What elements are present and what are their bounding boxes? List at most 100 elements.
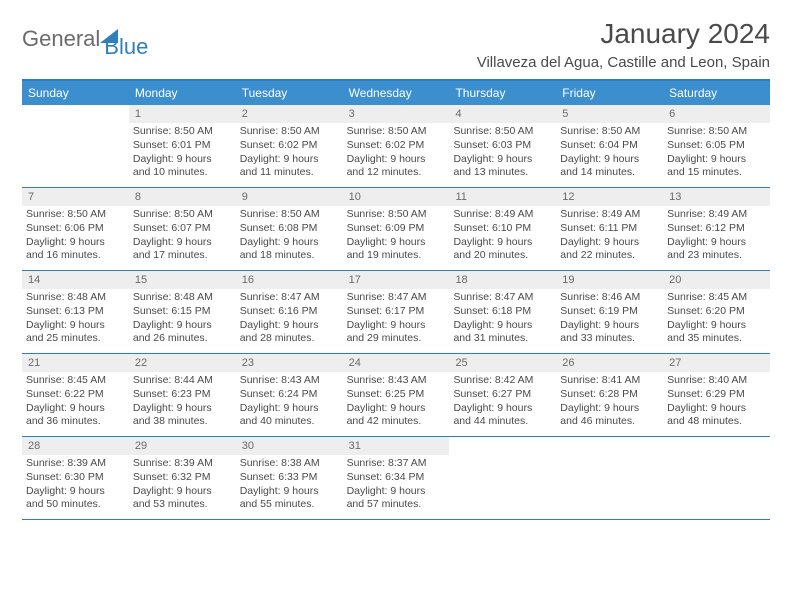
sunset-text: Sunset: 6:32 PM xyxy=(133,471,232,485)
day-cell: 26Sunrise: 8:41 AMSunset: 6:28 PMDayligh… xyxy=(556,354,663,436)
sunrise-text: Sunrise: 8:50 AM xyxy=(453,125,552,139)
day-cell: 1Sunrise: 8:50 AMSunset: 6:01 PMDaylight… xyxy=(129,105,236,187)
day-number: 24 xyxy=(343,354,450,372)
sunrise-text: Sunrise: 8:49 AM xyxy=(560,208,659,222)
daylight-text: Daylight: 9 hours and 29 minutes. xyxy=(347,319,446,346)
day-content: Sunrise: 8:50 AMSunset: 6:02 PMDaylight:… xyxy=(343,123,450,184)
day-content: Sunrise: 8:45 AMSunset: 6:20 PMDaylight:… xyxy=(663,289,770,350)
day-content: Sunrise: 8:50 AMSunset: 6:05 PMDaylight:… xyxy=(663,123,770,184)
sunrise-text: Sunrise: 8:46 AM xyxy=(560,291,659,305)
daylight-text: Daylight: 9 hours and 55 minutes. xyxy=(240,485,339,512)
sunset-text: Sunset: 6:29 PM xyxy=(667,388,766,402)
weekday-header: Monday xyxy=(129,81,236,105)
day-content: Sunrise: 8:37 AMSunset: 6:34 PMDaylight:… xyxy=(343,455,450,516)
sunrise-text: Sunrise: 8:39 AM xyxy=(133,457,232,471)
daylight-text: Daylight: 9 hours and 35 minutes. xyxy=(667,319,766,346)
day-content: Sunrise: 8:38 AMSunset: 6:33 PMDaylight:… xyxy=(236,455,343,516)
day-number: 18 xyxy=(449,271,556,289)
day-cell: 6Sunrise: 8:50 AMSunset: 6:05 PMDaylight… xyxy=(663,105,770,187)
sunset-text: Sunset: 6:02 PM xyxy=(347,139,446,153)
sunset-text: Sunset: 6:22 PM xyxy=(26,388,125,402)
daylight-text: Daylight: 9 hours and 25 minutes. xyxy=(26,319,125,346)
day-number: 13 xyxy=(663,188,770,206)
sunrise-text: Sunrise: 8:50 AM xyxy=(133,125,232,139)
sunset-text: Sunset: 6:30 PM xyxy=(26,471,125,485)
daylight-text: Daylight: 9 hours and 53 minutes. xyxy=(133,485,232,512)
sunrise-text: Sunrise: 8:49 AM xyxy=(453,208,552,222)
sunset-text: Sunset: 6:18 PM xyxy=(453,305,552,319)
daylight-text: Daylight: 9 hours and 57 minutes. xyxy=(347,485,446,512)
daylight-text: Daylight: 9 hours and 36 minutes. xyxy=(26,402,125,429)
day-cell: . xyxy=(22,105,129,187)
daylight-text: Daylight: 9 hours and 40 minutes. xyxy=(240,402,339,429)
daylight-text: Daylight: 9 hours and 18 minutes. xyxy=(240,236,339,263)
daylight-text: Daylight: 9 hours and 11 minutes. xyxy=(240,153,339,180)
sunset-text: Sunset: 6:02 PM xyxy=(240,139,339,153)
day-content: Sunrise: 8:47 AMSunset: 6:18 PMDaylight:… xyxy=(449,289,556,350)
daylight-text: Daylight: 9 hours and 48 minutes. xyxy=(667,402,766,429)
sunrise-text: Sunrise: 8:40 AM xyxy=(667,374,766,388)
daylight-text: Daylight: 9 hours and 14 minutes. xyxy=(560,153,659,180)
day-cell: 14Sunrise: 8:48 AMSunset: 6:13 PMDayligh… xyxy=(22,271,129,353)
day-number: 11 xyxy=(449,188,556,206)
daylight-text: Daylight: 9 hours and 33 minutes. xyxy=(560,319,659,346)
sunrise-text: Sunrise: 8:44 AM xyxy=(133,374,232,388)
day-content: Sunrise: 8:41 AMSunset: 6:28 PMDaylight:… xyxy=(556,372,663,433)
day-number: 10 xyxy=(343,188,450,206)
day-number: 29 xyxy=(129,437,236,455)
day-content: Sunrise: 8:44 AMSunset: 6:23 PMDaylight:… xyxy=(129,372,236,433)
sunset-text: Sunset: 6:33 PM xyxy=(240,471,339,485)
day-number: 20 xyxy=(663,271,770,289)
sunset-text: Sunset: 6:25 PM xyxy=(347,388,446,402)
day-cell: 29 Sunrise: 8:39 AMSunset: 6:32 PMDayligh… xyxy=(129,437,236,519)
sunrise-text: Sunrise: 8:37 AM xyxy=(347,457,446,471)
sunset-text: Sunset: 6:09 PM xyxy=(347,222,446,236)
day-number: 15 xyxy=(129,271,236,289)
location-text: Villaveza del Agua, Castille and Leon, S… xyxy=(477,54,770,71)
sunrise-text: Sunrise: 8:50 AM xyxy=(240,125,339,139)
daylight-text: Daylight: 9 hours and 28 minutes. xyxy=(240,319,339,346)
sunrise-text: Sunrise: 8:47 AM xyxy=(453,291,552,305)
daylight-text: Daylight: 9 hours and 42 minutes. xyxy=(347,402,446,429)
weekday-header: Friday xyxy=(556,81,663,105)
day-number: 17 xyxy=(343,271,450,289)
daylight-text: Daylight: 9 hours and 15 minutes. xyxy=(667,153,766,180)
sunrise-text: Sunrise: 8:50 AM xyxy=(133,208,232,222)
day-cell: 28Sunrise: 8:39 AMSunset: 6:30 PMDayligh… xyxy=(22,437,129,519)
day-content: Sunrise: 8:42 AMSunset: 6:27 PMDaylight:… xyxy=(449,372,556,433)
day-number: 26 xyxy=(556,354,663,372)
sunset-text: Sunset: 6:11 PM xyxy=(560,222,659,236)
day-content: Sunrise: 8:45 AMSunset: 6:22 PMDaylight:… xyxy=(22,372,129,433)
sunrise-text: Sunrise: 8:41 AM xyxy=(560,374,659,388)
day-content: Sunrise: 8:50 AMSunset: 6:02 PMDaylight:… xyxy=(236,123,343,184)
sunset-text: Sunset: 6:08 PM xyxy=(240,222,339,236)
day-cell: 13Sunrise: 8:49 AMSunset: 6:12 PMDayligh… xyxy=(663,188,770,270)
sunset-text: Sunset: 6:03 PM xyxy=(453,139,552,153)
sunset-text: Sunset: 6:24 PM xyxy=(240,388,339,402)
day-cell: 11Sunrise: 8:49 AMSunset: 6:10 PMDayligh… xyxy=(449,188,556,270)
day-number: 27 xyxy=(663,354,770,372)
daylight-text: Daylight: 9 hours and 19 minutes. xyxy=(347,236,446,263)
day-cell: 25Sunrise: 8:42 AMSunset: 6:27 PMDayligh… xyxy=(449,354,556,436)
day-cell: 9Sunrise: 8:50 AMSunset: 6:08 PMDaylight… xyxy=(236,188,343,270)
daylight-text: Daylight: 9 hours and 22 minutes. xyxy=(560,236,659,263)
daylight-text: Daylight: 9 hours and 12 minutes. xyxy=(347,153,446,180)
day-cell: 12Sunrise: 8:49 AMSunset: 6:11 PMDayligh… xyxy=(556,188,663,270)
daylight-text: Daylight: 9 hours and 46 minutes. xyxy=(560,402,659,429)
day-number: 22 xyxy=(129,354,236,372)
sunrise-text: Sunrise: 8:47 AM xyxy=(347,291,446,305)
daylight-text: Daylight: 9 hours and 17 minutes. xyxy=(133,236,232,263)
sunrise-text: Sunrise: 8:50 AM xyxy=(240,208,339,222)
day-number: 14 xyxy=(22,271,129,289)
sunrise-text: Sunrise: 8:45 AM xyxy=(26,374,125,388)
weekday-header: Saturday xyxy=(663,81,770,105)
week-row: 28Sunrise: 8:39 AMSunset: 6:30 PMDayligh… xyxy=(22,437,770,520)
sunset-text: Sunset: 6:34 PM xyxy=(347,471,446,485)
day-cell: . xyxy=(449,437,556,519)
day-cell: 17Sunrise: 8:47 AMSunset: 6:17 PMDayligh… xyxy=(343,271,450,353)
day-number: 31 xyxy=(343,437,450,455)
day-number: 6 xyxy=(663,105,770,123)
day-number: 30 xyxy=(236,437,343,455)
month-title: January 2024 xyxy=(477,18,770,50)
sunrise-text: Sunrise: 8:50 AM xyxy=(667,125,766,139)
